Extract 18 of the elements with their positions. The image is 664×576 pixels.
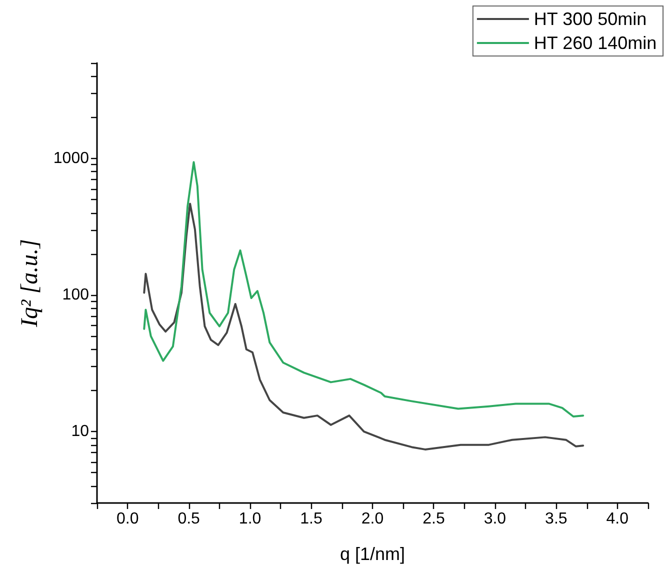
legend-label: HT 300 50min (534, 9, 647, 29)
y-tick-label: 100 (62, 286, 90, 304)
x-tick-label: 0.5 (178, 510, 200, 528)
x-tick-label: 0.0 (116, 510, 139, 528)
x-tick-label: 3.0 (484, 510, 506, 528)
x-tick-label: 4.0 (606, 510, 629, 528)
y-tick-label: 1000 (53, 150, 90, 167)
x-tick-label: 1.0 (238, 510, 262, 528)
x-axis-title: q [1/nm] (340, 544, 406, 564)
y-tick-label: 10 (71, 423, 90, 440)
line-series (143, 161, 584, 418)
x-tick-label: 1.5 (300, 510, 322, 528)
x-tick-label: 2.5 (422, 510, 445, 528)
legend-label: HT 260 140min (534, 33, 657, 53)
x-tick-label: 3.5 (545, 510, 568, 528)
x-tick-label: 2.0 (361, 510, 384, 528)
line-series (143, 202, 584, 450)
y-axis-title: Iq² [a.u.] (17, 239, 43, 328)
